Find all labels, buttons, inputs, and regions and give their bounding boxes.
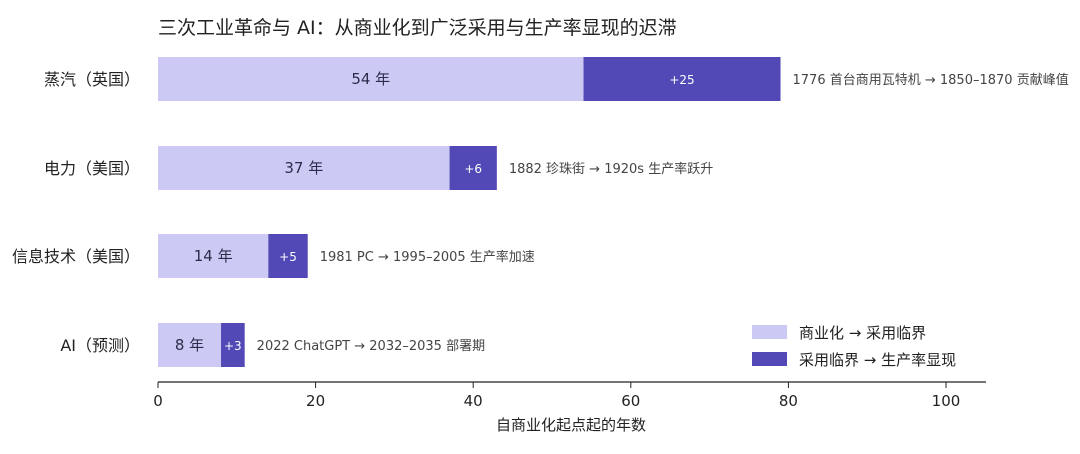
bar-annotation: 1776 首台商用瓦特机 → 1850–1870 贡献峰值: [793, 72, 1069, 88]
bar-commercial-to-adoption: [158, 146, 450, 190]
bar-adoption-to-productivity: [449, 146, 497, 190]
category-label: 电力（美国）: [44, 159, 140, 178]
category-label: 信息技术（美国）: [12, 247, 140, 266]
bar-data-label: +5: [279, 250, 297, 264]
category-label: 蒸汽（英国）: [44, 70, 140, 89]
bar-data-label: 37 年: [284, 159, 323, 177]
bar-data-label: +3: [224, 339, 242, 353]
legend-entry-label: 采用临界 → 生产率显现: [799, 351, 956, 369]
x-tick-label: 20: [306, 392, 325, 410]
bar-commercial-to-adoption: [158, 323, 222, 367]
category-label: AI（预测）: [60, 336, 140, 355]
x-tick-label: 100: [932, 392, 961, 410]
legend-swatch: [752, 325, 787, 339]
bar-data-label: +25: [669, 73, 694, 87]
bar-commercial-to-adoption: [158, 57, 584, 101]
bar-commercial-to-adoption: [158, 234, 269, 278]
bar-data-label: 54 年: [351, 70, 390, 88]
bar-data-label: +6: [464, 162, 482, 176]
bar-data-label: 14 年: [194, 247, 233, 265]
x-tick-label: 60: [621, 392, 640, 410]
legend-entry-label: 商业化 → 采用临界: [799, 324, 926, 342]
bar-annotation: 1882 珍珠街 → 1920s 生产率跃升: [509, 161, 713, 177]
x-axis: 0 20 40 60 80 100: [153, 381, 986, 410]
bar-data-label: 8 年: [175, 336, 204, 354]
x-tick-label: 0: [153, 392, 163, 410]
bar-adoption-to-productivity: [583, 57, 781, 101]
plot-area: 蒸汽（英国） 54 年 +25 1776 首台商用瓦特机 → 1850–1870 贡献…: [12, 57, 1069, 367]
x-tick-label: 80: [779, 392, 798, 410]
x-tick-label: 40: [464, 392, 483, 410]
x-axis-label: 自商业化起点起的年数: [496, 416, 646, 434]
bar-annotation: 1981 PC → 1995–2005 生产率加速: [320, 249, 535, 265]
bar-annotation: 2022 ChatGPT → 2032–2035 部署期: [257, 339, 485, 354]
bar-adoption-to-productivity: [221, 323, 245, 367]
bar-adoption-to-productivity: [268, 234, 308, 278]
legend-swatch: [752, 352, 787, 366]
chart-title: 三次工业革命与 AI：从商业化到广泛采用与生产率显现的迟滞: [158, 17, 677, 39]
